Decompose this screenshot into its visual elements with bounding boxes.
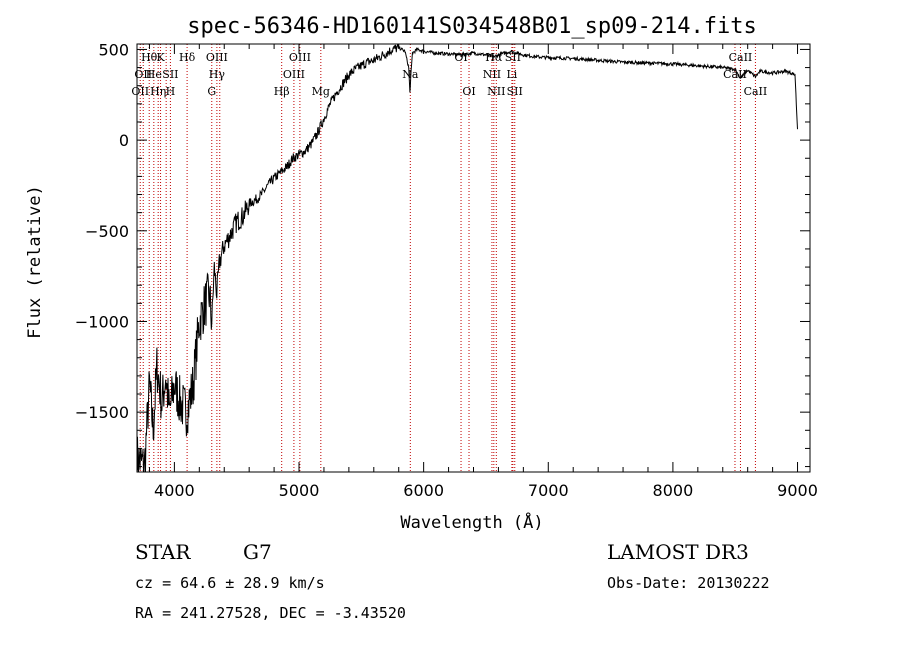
line-label: He: [146, 68, 162, 81]
y-tick-label: −1500: [75, 403, 129, 422]
line-label: OI: [462, 85, 475, 98]
redshift-cz: cz = 64.6 ± 28.9 km/s: [135, 574, 325, 592]
x-tick-label: 9000: [777, 481, 818, 500]
line-label: Li: [506, 68, 517, 81]
line-label: CaII: [729, 51, 753, 64]
line-label: OIII: [206, 51, 228, 64]
x-tick-label: 7000: [528, 481, 569, 500]
x-tick-label: 4000: [154, 481, 195, 500]
spectral-line-labels: OIIOIIHθHeHηKSIIHHδGOIIIHγHβOIIIOIIIMgNa…: [131, 51, 767, 98]
y-tick-label: 500: [98, 40, 129, 59]
line-label: H: [166, 85, 176, 98]
line-label: CaII: [744, 85, 768, 98]
x-tick-label: 5000: [279, 481, 320, 500]
line-label: SII: [507, 85, 523, 98]
x-axis-label: Wavelength (Å): [400, 511, 543, 533]
line-label: Hθ: [141, 51, 158, 64]
line-label: Hγ: [209, 68, 226, 81]
line-label: Hβ: [274, 85, 290, 98]
line-label: Hδ: [179, 51, 196, 64]
chart-title: spec-56346-HD160141S034548B01_sp09-214.f…: [187, 14, 757, 39]
plot-frame: [136, 43, 811, 473]
line-label: G: [207, 85, 216, 98]
x-axis-ticks: 4000 5000 6000 7000 8000 9000: [148, 44, 818, 500]
spectrum-line: [136, 43, 798, 473]
line-label: SII: [162, 68, 178, 81]
subclass: G7: [243, 540, 272, 564]
line-label: NII: [483, 68, 501, 81]
y-axis-ticks: −1500 −1000 −500 0 500: [75, 40, 810, 468]
coordinates: RA = 241.27528, DEC = -3.43520: [135, 604, 406, 622]
object-type: STAR: [135, 540, 191, 564]
line-label: OII: [134, 68, 152, 81]
line-label: OI: [454, 51, 467, 64]
y-tick-label: −500: [85, 222, 129, 241]
spectral-line-markers: [139, 44, 756, 472]
y-tick-label: −1000: [75, 312, 129, 331]
line-label: OII: [131, 85, 149, 98]
line-label: Mg: [312, 85, 330, 98]
x-tick-label: 6000: [403, 481, 444, 500]
line-label: NII: [487, 85, 505, 98]
observation-date: Obs-Date: 20130222: [607, 574, 770, 592]
line-label: Hη: [150, 85, 166, 98]
line-label: K: [156, 51, 165, 64]
x-tick-label: 8000: [653, 481, 694, 500]
survey-name: LAMOST DR3: [607, 540, 749, 564]
line-label: OIII: [289, 51, 311, 64]
line-label: OIII: [283, 68, 305, 81]
y-axis-label: Flux (relative): [25, 185, 45, 339]
y-tick-label: 0: [119, 131, 129, 150]
